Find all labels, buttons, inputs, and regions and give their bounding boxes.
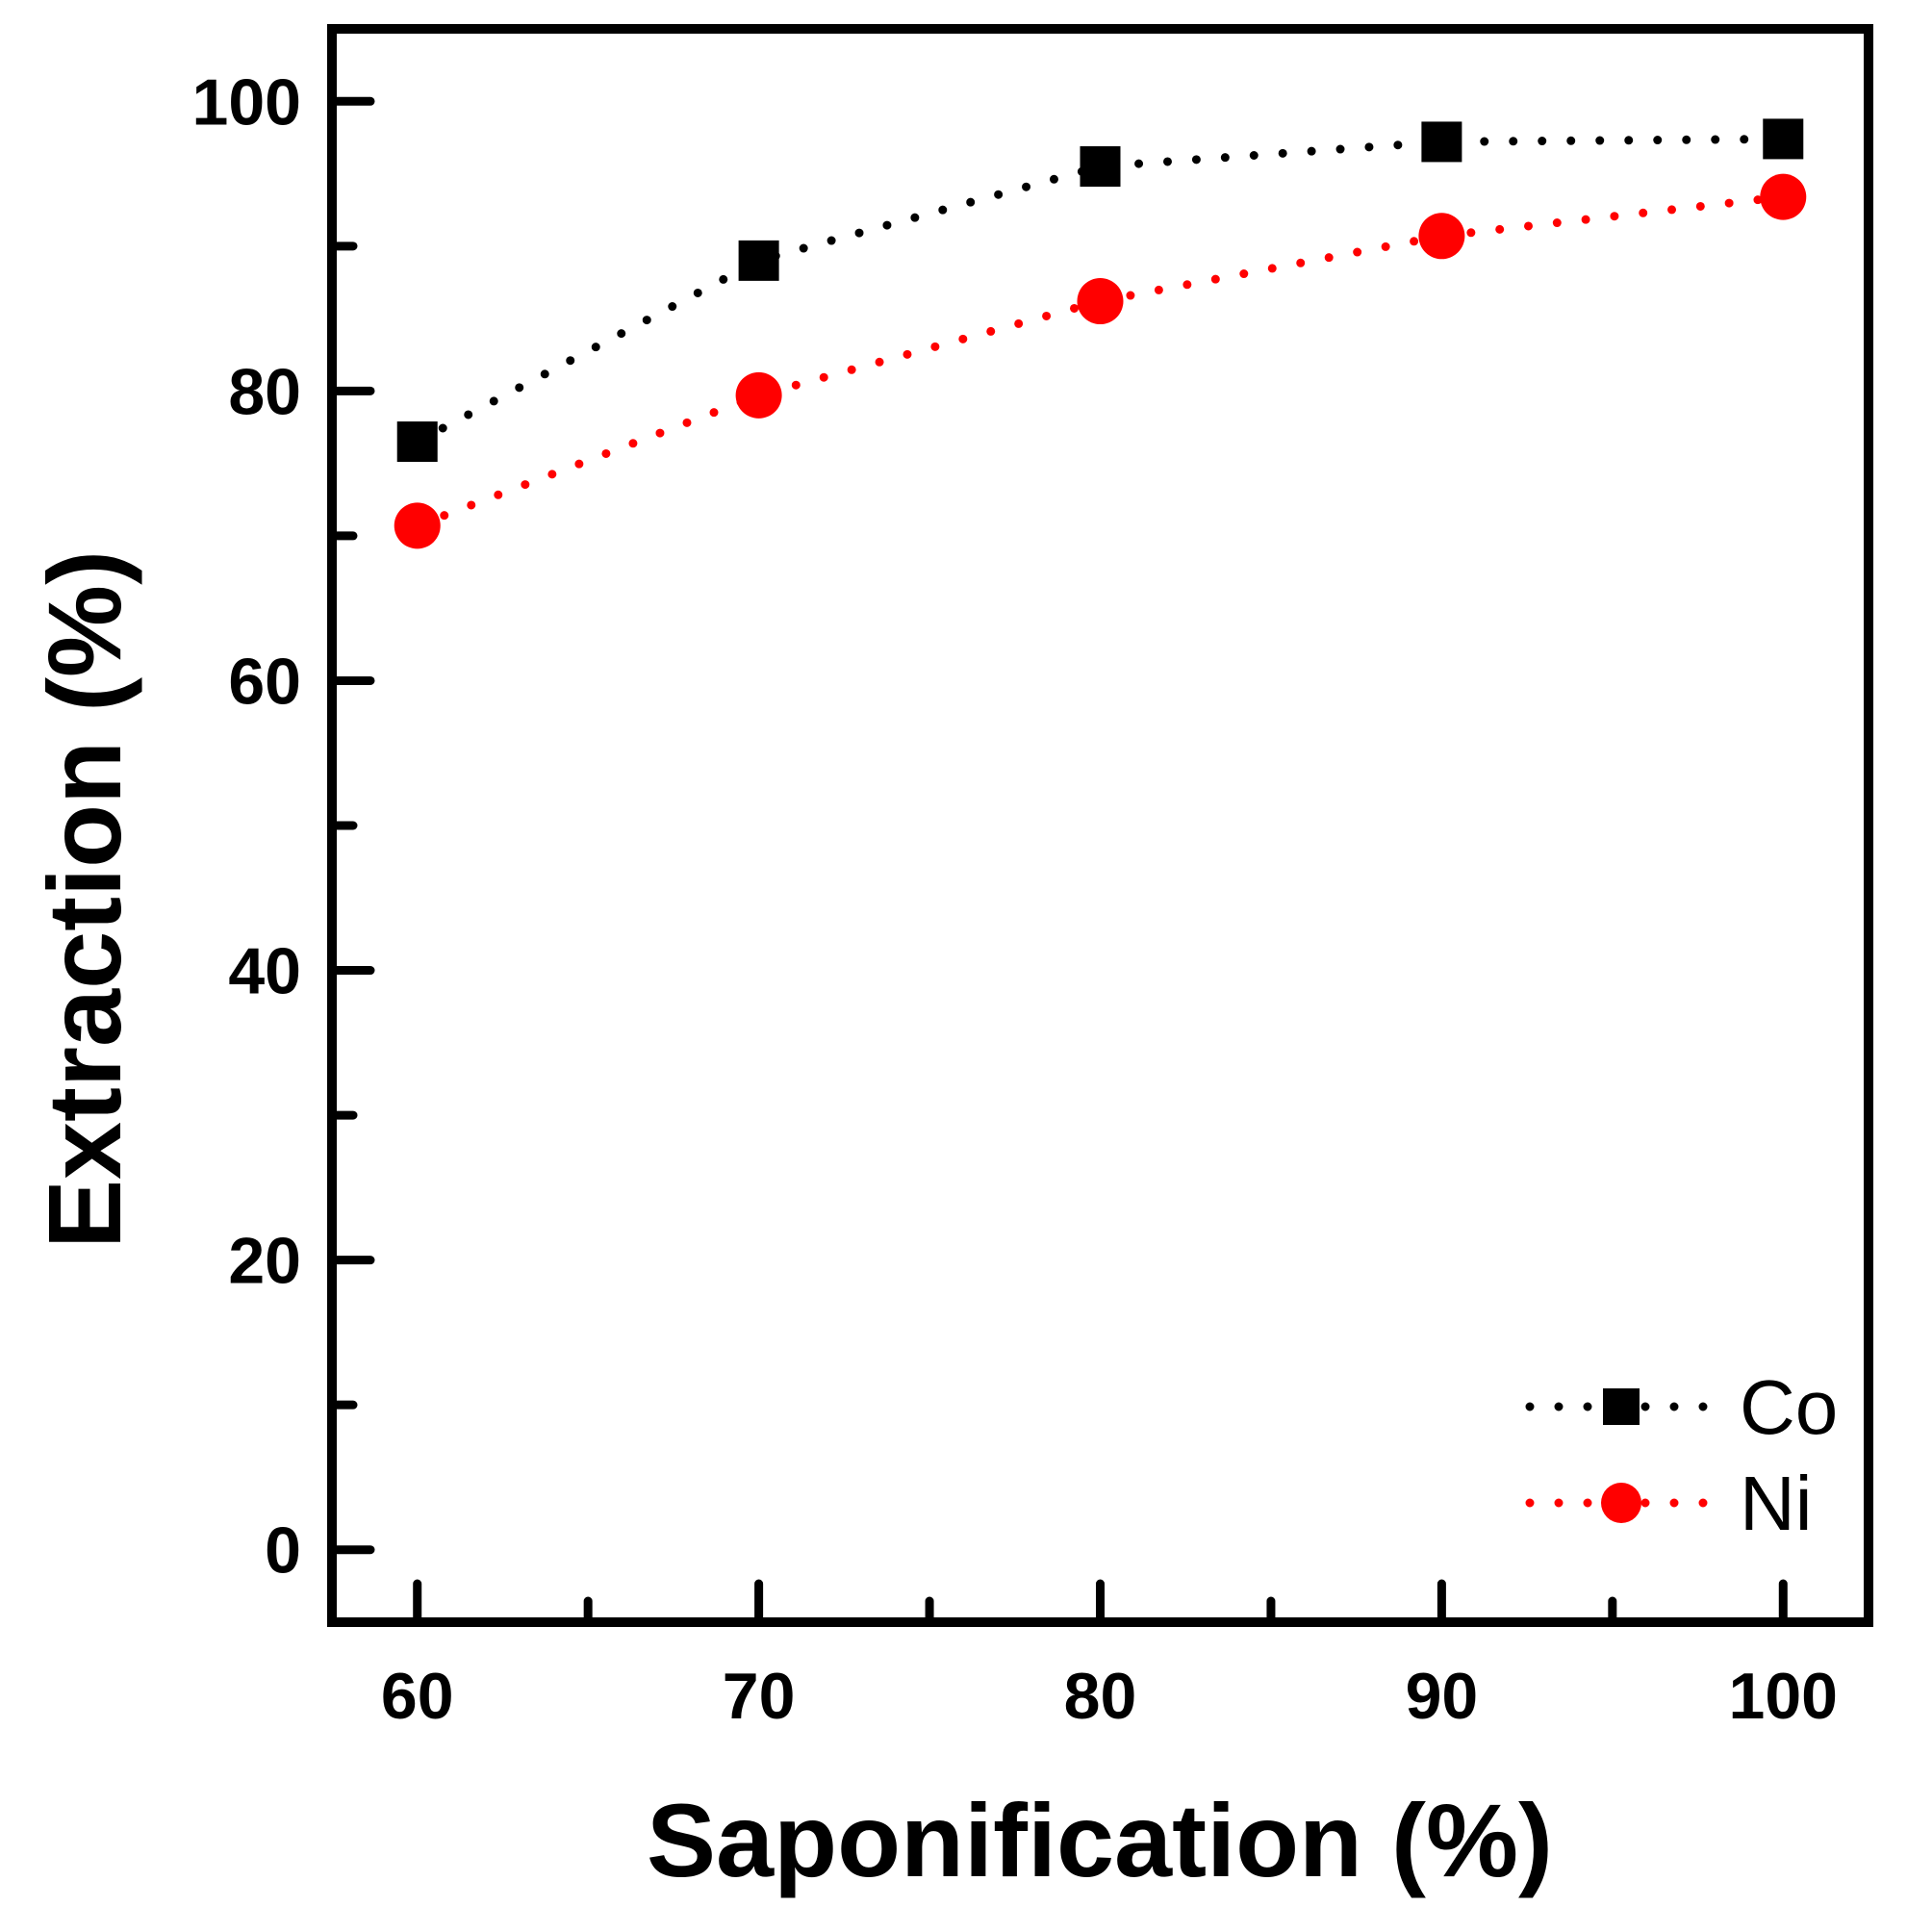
- x-tick-label: 70: [723, 1660, 796, 1733]
- point-co: [738, 240, 779, 281]
- x-tick-label: 80: [1064, 1660, 1137, 1733]
- y-tick-label: 60: [228, 645, 301, 718]
- point-co: [1080, 146, 1121, 188]
- y-tick-label: 20: [228, 1225, 301, 1298]
- y-tick-label: 40: [228, 935, 301, 1008]
- x-tick-label: 100: [1729, 1660, 1838, 1733]
- x-tick-label: 90: [1406, 1660, 1479, 1733]
- point-co: [1763, 118, 1804, 160]
- legend-label-ni: Ni: [1740, 1461, 1813, 1546]
- point-ni: [1418, 213, 1465, 260]
- x-axis-ticks: 60 70 80 90 100: [381, 1579, 1838, 1733]
- x-tick-label: 60: [381, 1660, 454, 1733]
- point-ni: [735, 371, 782, 419]
- legend: Co Ni: [1525, 1364, 1838, 1546]
- legend-marker-co: [1603, 1388, 1640, 1425]
- y-axis-title: Extraction (%): [26, 550, 142, 1249]
- plot-frame: [327, 24, 1873, 1627]
- series-layer: [394, 118, 1807, 549]
- y-axis-ticks: 0 20 40 60 80 100: [192, 65, 375, 1588]
- y-tick-label: 0: [265, 1514, 301, 1588]
- point-ni: [394, 502, 441, 549]
- point-co: [1421, 121, 1462, 163]
- point-ni: [1760, 173, 1807, 220]
- point-co: [396, 421, 438, 463]
- series-line-co: [413, 134, 1788, 446]
- y-tick-label: 100: [192, 65, 301, 139]
- y-tick-label: 80: [228, 355, 301, 428]
- point-ni: [1077, 278, 1124, 325]
- series-line-ni: [413, 192, 1788, 530]
- legend-label-co: Co: [1740, 1364, 1838, 1450]
- x-axis-title: Saponification (%): [647, 1782, 1553, 1898]
- legend-marker-ni: [1601, 1483, 1641, 1523]
